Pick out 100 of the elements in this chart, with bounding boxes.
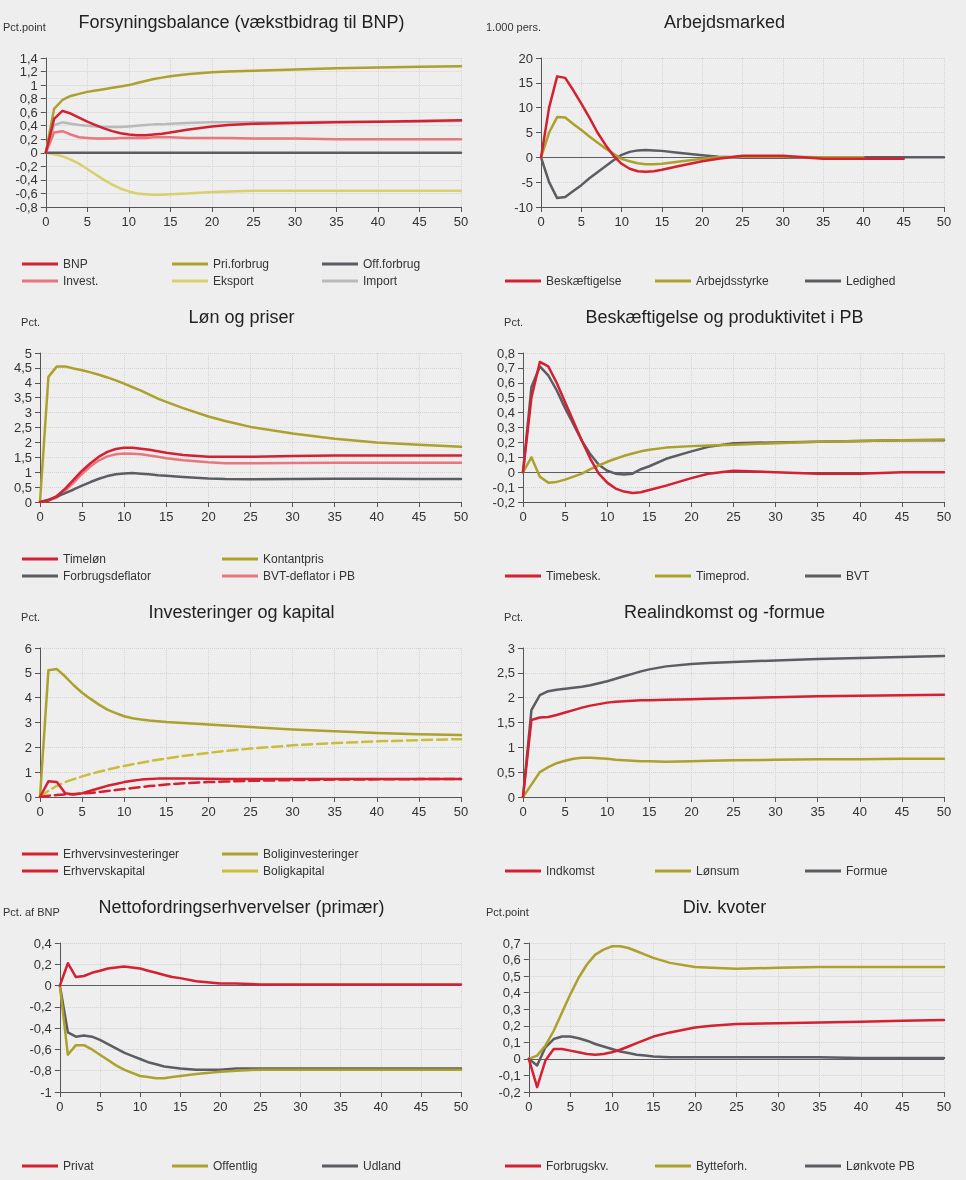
x-tick-label: 40 <box>856 214 871 229</box>
legend-label: Timebesk. <box>546 569 601 583</box>
y-tick-label: 0,2 <box>33 956 52 972</box>
y-tick-label: 4 <box>24 375 32 391</box>
legend-label: Timeprod. <box>696 569 750 583</box>
x-tick-label: 10 <box>132 1099 148 1114</box>
y-tick-label: 0,4 <box>496 405 515 421</box>
y-tick-label: -0,2 <box>15 158 38 174</box>
legend-label: Kontantpris <box>263 552 324 566</box>
x-tick-label: 5 <box>78 509 86 524</box>
y-tick-label: -0,8 <box>15 199 38 215</box>
y-tick-label: -0,1 <box>492 479 515 495</box>
y-tick-label: 0,5 <box>496 764 515 780</box>
y-tick-label: 0,8 <box>19 91 38 107</box>
legend-label: Boligkapital <box>263 864 325 878</box>
y-tick-label: 4 <box>24 690 32 706</box>
x-tick-label: 10 <box>599 509 615 524</box>
x-tick-label: 5 <box>83 214 91 229</box>
y-tick-label: 0 <box>24 789 32 805</box>
y-tick-label: 0,6 <box>502 952 521 968</box>
x-tick-label: 35 <box>327 804 342 819</box>
x-tick-label: 45 <box>894 804 910 819</box>
chart-title: Arbejdsmarked <box>663 12 786 32</box>
y-tick-label: -0,1 <box>498 1067 521 1083</box>
x-tick-label: 40 <box>369 804 385 819</box>
y-tick-label: 0,5 <box>502 968 521 984</box>
x-tick-label: 50 <box>936 804 952 819</box>
x-tick-label: 15 <box>163 214 178 229</box>
legend-label: BVT-deflator i PB <box>263 569 356 583</box>
x-tick-label: 35 <box>815 214 831 229</box>
x-tick-label: 30 <box>768 509 783 524</box>
y-tick-label: 0,6 <box>19 104 38 120</box>
legend-label: Lønsum <box>696 864 740 878</box>
y-tick-label: 0,5 <box>496 390 515 406</box>
x-tick-label: 30 <box>285 804 300 819</box>
legend-label: Invest. <box>63 274 99 288</box>
y-tick-label: 1 <box>30 77 38 93</box>
x-tick-label: 45 <box>894 509 910 524</box>
x-tick-label: 5 <box>561 509 569 524</box>
x-tick-label: 50 <box>453 1099 469 1114</box>
x-tick-label: 35 <box>329 214 344 229</box>
y-axis-title: Pct. af BNP <box>2 905 60 918</box>
legend-label: Bytteforh. <box>696 1159 748 1173</box>
y-tick-label: 0,2 <box>502 1018 521 1034</box>
y-tick-label: 2,5 <box>496 665 515 681</box>
x-tick-label: 10 <box>121 214 137 229</box>
legend-label: BNP <box>63 257 88 271</box>
y-tick-label: -0,4 <box>29 1020 52 1036</box>
x-tick-label: 25 <box>246 214 261 229</box>
y-tick-label: 0 <box>513 1051 521 1067</box>
chart-title: Investeringer og kapital <box>148 602 335 622</box>
x-tick-label: 40 <box>373 1099 388 1114</box>
y-tick-label: -0,6 <box>15 185 38 201</box>
x-tick-label: 15 <box>646 1099 661 1114</box>
chart-title: Realindkomst og -formue <box>623 602 826 622</box>
y-tick-label: 0 <box>30 145 38 161</box>
legend-label: Forbrugsdeflator <box>63 569 152 583</box>
y-tick-label: 2,5 <box>13 420 32 435</box>
y-tick-label: 10 <box>518 100 534 116</box>
y-axis-title: Pct. <box>21 610 40 623</box>
y-tick-label: 5 <box>525 125 534 140</box>
x-tick-label: 25 <box>729 1099 744 1114</box>
legend-label: Pri.forbrug <box>213 257 270 271</box>
x-tick-label: 5 <box>577 214 585 229</box>
y-tick-label: 0,1 <box>502 1034 521 1050</box>
legend-label: Indkomst <box>546 864 596 878</box>
legend-label: Beskæftigelse <box>546 274 622 288</box>
y-tick-label: 5 <box>24 345 32 361</box>
y-tick-label: 0,3 <box>496 420 515 435</box>
x-tick-label: 35 <box>333 1099 348 1114</box>
x-tick-label: 50 <box>453 214 469 229</box>
y-tick-label: -0,2 <box>492 494 515 510</box>
x-tick-label: 15 <box>159 804 174 819</box>
x-tick-label: 20 <box>204 214 220 229</box>
chart-title: Løn og priser <box>188 307 295 327</box>
legend-label: Eksport <box>213 274 255 288</box>
x-tick-label: 10 <box>116 804 132 819</box>
x-tick-label: 50 <box>453 509 469 524</box>
legend-label: Ledighed <box>846 274 896 288</box>
y-tick-label: -0,4 <box>15 172 38 188</box>
y-tick-label: 1 <box>24 764 32 780</box>
y-tick-label: 2 <box>507 690 515 706</box>
legend-label: Privat <box>63 1159 95 1173</box>
x-tick-label: 5 <box>78 804 86 819</box>
x-tick-label: 35 <box>810 804 825 819</box>
legend-label: Timeløn <box>63 552 106 566</box>
y-tick-label: 1,5 <box>496 715 515 730</box>
x-tick-label: 30 <box>293 1099 308 1114</box>
x-tick-label: 0 <box>537 214 545 229</box>
x-tick-label: 45 <box>896 214 911 229</box>
y-tick-label: 6 <box>24 640 32 656</box>
y-tick-label: -0,2 <box>29 999 52 1015</box>
y-axis-title: Pct.point <box>2 20 46 33</box>
chart-title: Beskæftigelse og produktivitet i PB <box>585 307 864 327</box>
x-tick-label: 25 <box>726 804 741 819</box>
y-tick-label: 1 <box>24 464 32 480</box>
chart-title: Forsyningsbalance (vækstbidrag til BNP) <box>78 12 405 32</box>
legend-label: Off.forbrug <box>363 257 421 271</box>
x-tick-label: 40 <box>852 509 868 524</box>
y-tick-label: -0,2 <box>498 1084 521 1100</box>
